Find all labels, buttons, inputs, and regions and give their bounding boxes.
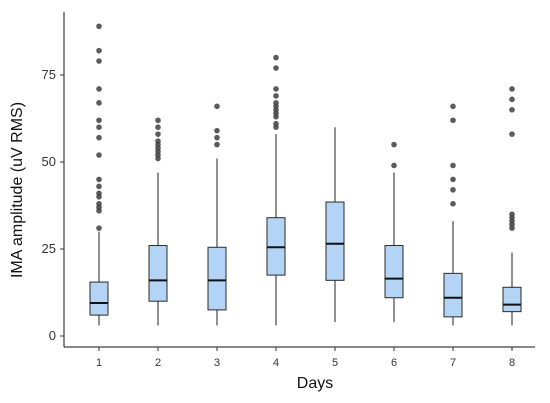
- x-tick-label: 3: [214, 357, 220, 369]
- box-group-day-5: [325, 127, 345, 323]
- outlier-point: [391, 162, 397, 169]
- iqr-box: [89, 281, 109, 316]
- box-group-day-4: [266, 54, 286, 326]
- outlier-point: [273, 100, 279, 106]
- outlier-point: [509, 211, 515, 217]
- outlier-point: [450, 200, 456, 207]
- outlier-point: [214, 103, 220, 110]
- outlier-point: [96, 117, 102, 124]
- outlier-point: [96, 58, 102, 64]
- outlier-point: [96, 176, 102, 183]
- outlier-point: [450, 176, 456, 183]
- box-group-day-3: [207, 103, 227, 326]
- y-tick-label: 75: [42, 67, 56, 82]
- outlier-point: [96, 134, 102, 141]
- outlier-point: [96, 183, 102, 190]
- x-tick-label: 7: [450, 357, 456, 369]
- iqr-box: [207, 246, 227, 311]
- outlier-point: [96, 200, 102, 207]
- outlier-point: [450, 187, 456, 193]
- outlier-point: [96, 23, 102, 30]
- iqr-box: [502, 286, 522, 313]
- x-tick-label: 4: [273, 357, 279, 369]
- x-tick-label: 2: [155, 357, 161, 369]
- outlier-point: [214, 127, 220, 134]
- box-group-day-1: [89, 23, 109, 326]
- iqr-box: [443, 272, 463, 318]
- outlier-point: [214, 141, 220, 148]
- x-axis-title: Days: [297, 375, 333, 392]
- iqr-box: [148, 245, 168, 302]
- outlier-point: [273, 86, 279, 92]
- y-tick-label: 0: [49, 328, 56, 343]
- outlier-point: [214, 134, 220, 141]
- outlier-point: [96, 47, 102, 54]
- y-axis-title: IMA amplitude (uV RMS): [9, 102, 26, 278]
- outlier-point: [273, 120, 279, 127]
- outlier-point: [509, 86, 515, 92]
- x-axis-ticks: 1 2 3 4 5 6 7 8: [96, 347, 515, 369]
- outlier-point: [450, 117, 456, 124]
- outlier-point: [96, 152, 102, 158]
- outlier-point: [273, 93, 279, 99]
- box-group-day-7: [443, 103, 463, 326]
- iqr-box: [325, 201, 345, 281]
- outlier-point: [155, 124, 161, 130]
- plot-area: [89, 23, 522, 326]
- outlier-point: [273, 65, 279, 71]
- outlier-point: [155, 138, 161, 144]
- outlier-point: [96, 86, 102, 92]
- y-tick-label: 50: [42, 154, 56, 169]
- x-tick-label: 6: [391, 357, 397, 369]
- outlier-point: [391, 141, 397, 148]
- outlier-point: [96, 100, 102, 106]
- axes-layer: [63, 12, 535, 348]
- outlier-point: [155, 131, 161, 137]
- y-axis-ticks: 0 25 50 75: [42, 67, 64, 343]
- outlier-point: [273, 54, 279, 61]
- outlier-point: [96, 225, 102, 231]
- outlier-point: [450, 103, 456, 110]
- x-tick-label: 1: [96, 357, 102, 369]
- box-group-day-6: [384, 141, 404, 323]
- outlier-point: [509, 131, 515, 137]
- outlier-point: [96, 124, 102, 130]
- outlier-point: [155, 117, 161, 124]
- y-tick-label: 25: [42, 241, 56, 256]
- box-group-day-2: [148, 117, 168, 326]
- x-tick-label: 8: [509, 357, 515, 369]
- outlier-point: [450, 162, 456, 169]
- outlier-point: [96, 190, 102, 197]
- box-group-day-8: [502, 86, 522, 326]
- x-tick-label: 5: [332, 357, 338, 369]
- iqr-box: [384, 245, 404, 299]
- outlier-point: [509, 107, 515, 113]
- outlier-point: [509, 96, 515, 103]
